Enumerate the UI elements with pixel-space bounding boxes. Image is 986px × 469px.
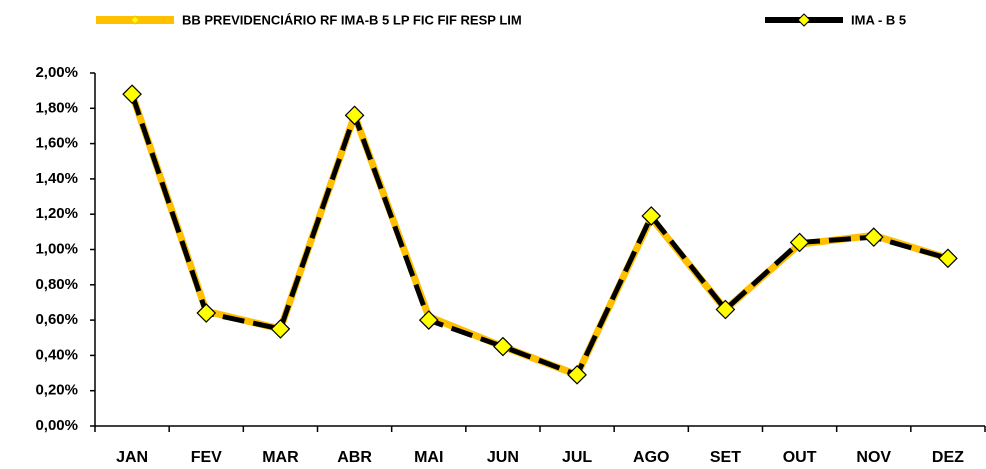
legend-label: IMA - B 5 (851, 12, 906, 27)
marker (789, 232, 810, 253)
marker (863, 227, 884, 247)
y-tick-label: 0,60% (35, 311, 78, 328)
marker (715, 299, 736, 320)
y-tick-label: 1,80% (35, 99, 78, 116)
x-tick-label: MAR (262, 449, 299, 466)
x-tick-label: JUL (562, 449, 592, 466)
series-line (128, 93, 949, 379)
x-tick-label: OUT (783, 449, 817, 466)
y-tick-label: 2,00% (35, 64, 78, 81)
x-tick-label: SET (710, 449, 741, 466)
x-tick-label: JAN (116, 449, 148, 466)
marker (270, 319, 291, 339)
x-tick-label: NOV (856, 449, 891, 466)
marker (641, 206, 662, 226)
y-tick-label: 1,60% (35, 135, 78, 152)
marker (344, 105, 365, 126)
legend-label: BB PREVIDENCIÁRIO RF IMA-B 5 LP FIC FIF … (182, 12, 522, 27)
y-tick-label: 0,40% (35, 346, 78, 363)
y-tick-label: 0,20% (35, 382, 78, 399)
legend-marker (797, 13, 811, 27)
marker (196, 303, 217, 323)
x-tick-label: DEZ (932, 449, 964, 466)
legend-marker (130, 15, 140, 25)
x-tick-label: AGO (633, 449, 669, 466)
y-tick-label: 1,20% (35, 205, 78, 222)
marker (122, 84, 142, 105)
marker (493, 336, 513, 357)
x-tick-label: MAI (414, 449, 443, 466)
y-tick-label: 0,00% (35, 417, 78, 434)
y-tick-label: 1,40% (35, 170, 78, 187)
marker (418, 310, 439, 330)
marker (567, 364, 587, 385)
series-line (129, 93, 949, 378)
x-tick-label: JUN (487, 449, 519, 466)
marker (938, 248, 958, 269)
x-tick-label: FEV (191, 449, 222, 466)
x-tick-label: ABR (337, 449, 372, 466)
y-tick-label: 0,80% (35, 276, 78, 293)
y-tick-label: 1,00% (35, 240, 78, 257)
